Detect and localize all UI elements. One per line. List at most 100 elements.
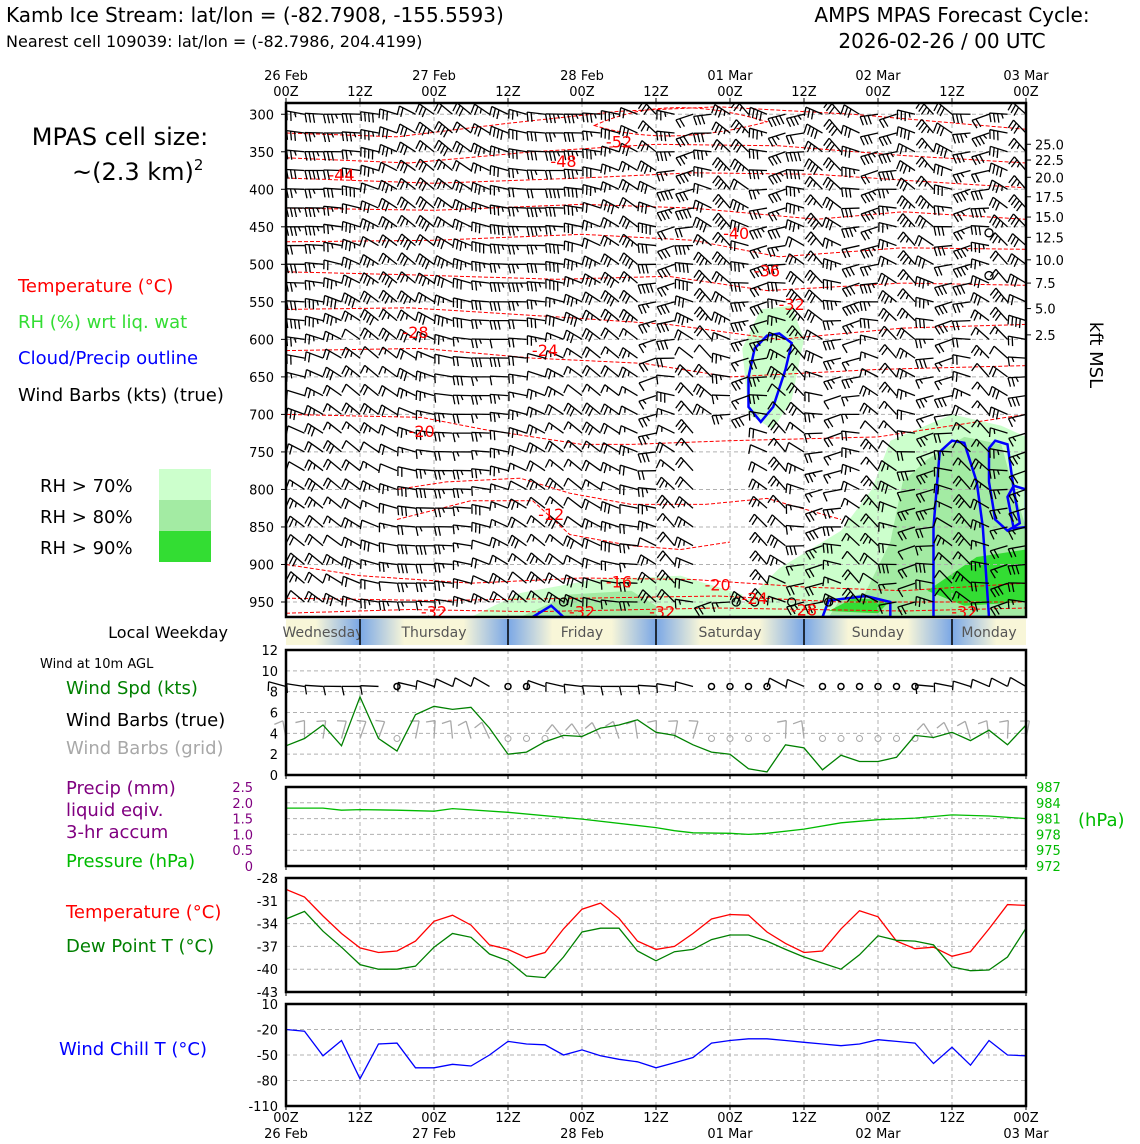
wind-barb-flag: [680, 193, 684, 201]
wind-barb: [472, 261, 490, 264]
wind-barb: [675, 263, 693, 265]
wind-barb-flag: [860, 403, 864, 411]
wind-barb-flag: [814, 201, 816, 205]
wind-barb-flag: [900, 272, 906, 279]
wind-barb-flag: [550, 226, 551, 235]
wind-barb-flag: [772, 118, 776, 126]
wind-barb-flag: [675, 212, 679, 220]
wind-barb-flag: [379, 347, 383, 355]
wind-barb-flag: [808, 216, 814, 223]
wind-barb-flag: [379, 109, 380, 118]
wind-barb-flag: [572, 170, 573, 179]
wind-barb: [786, 170, 804, 171]
bottom-hour-label: 12Z: [643, 1111, 669, 1126]
wind-barb-flag: [697, 367, 702, 375]
wind-barb-flag: [268, 128, 269, 137]
wind-barb-flag: [564, 187, 565, 196]
isotherm-label: -32: [951, 603, 977, 622]
wind-barb-flag: [546, 152, 548, 161]
wind-barb-flag: [975, 174, 979, 182]
wind-barb: [921, 176, 933, 189]
wind-barb-flag: [675, 497, 679, 505]
wind-barb-flag: [476, 281, 477, 290]
wind-barb-flag: [827, 260, 828, 269]
wind-barb-flag: [860, 268, 864, 276]
wind-barb-flag: [860, 319, 861, 328]
wind-barb-flag: [554, 299, 555, 304]
wind-barb-flag: [453, 278, 454, 287]
wind-barb-flag: [564, 205, 565, 214]
wind-barb-flag: [350, 132, 351, 141]
wind-barb: [453, 298, 471, 302]
wind-barb: [805, 392, 823, 396]
wind-barb-flag: [961, 249, 966, 257]
wind-barb-flag: [386, 130, 387, 139]
wind-barb-flag: [805, 195, 810, 202]
wind-barb-flag: [369, 427, 370, 432]
wind-barb-flag: [735, 382, 740, 390]
wind-barb-flag: [901, 128, 902, 137]
wind-barb-flag: [453, 357, 454, 366]
wind-barb-flag: [582, 347, 586, 355]
wind-barb: [472, 432, 490, 433]
wind-barb-flag: [291, 264, 293, 273]
wind-barb-flag: [974, 348, 979, 356]
wind-barb-flag: [531, 132, 532, 141]
wind-barb-flag: [916, 380, 920, 388]
wind-barb: [324, 278, 341, 283]
wind-barb-flag: [1000, 168, 1002, 177]
wind-barb-flag: [379, 405, 382, 414]
wind-barb-flag: [697, 291, 702, 298]
wind-barb-flag: [471, 163, 473, 172]
wind-barb-flag: [934, 227, 936, 236]
wind-barb-flag: [645, 205, 646, 214]
wind-barb-flag: [993, 272, 999, 279]
wind-barb-flag: [1016, 377, 1018, 381]
wind-barb-flag: [805, 177, 810, 185]
wind-barb-flag: [786, 484, 787, 493]
wind-barb-flag: [416, 273, 419, 282]
wind-barb-flag: [718, 109, 721, 118]
wind-barb-flag: [498, 226, 499, 235]
wind-barb: [454, 258, 471, 264]
wind-barb-flag: [494, 264, 496, 273]
wind-barb-flag: [975, 226, 976, 235]
wind-barb-flag: [570, 462, 571, 467]
wind-barb-flag: [385, 277, 389, 285]
wind-barb-flag: [823, 158, 828, 166]
wind-barb-flag: [623, 237, 627, 245]
wind-barb-flag: [657, 232, 662, 240]
wind-barb-flag: [309, 281, 310, 290]
wind-barb-flag: [401, 144, 404, 153]
wind-barb-flag: [798, 316, 800, 320]
wind-barb-flag: [604, 406, 608, 414]
wind-barb-flag: [382, 293, 386, 301]
wind-barb-flag: [498, 358, 500, 367]
wind-barb-flag: [679, 246, 681, 255]
wind-barb-flag: [848, 109, 851, 118]
wind-barb-flag: [792, 277, 796, 285]
wind-barb-flag: [291, 319, 292, 328]
wind-barb-flag: [328, 225, 329, 234]
station-title: Kamb Ice Stream: lat/lon = (-82.7908, -1…: [6, 3, 504, 27]
wind-barb-flag: [794, 205, 795, 214]
wind-barb-flag: [638, 685, 639, 694]
wind-barb: [934, 246, 952, 248]
wind-barb-flag: [268, 283, 270, 292]
wind-barb: [842, 339, 859, 345]
wind-barb-flag: [978, 385, 980, 389]
wind-barb-flag: [536, 577, 537, 582]
wind-barb-flag: [647, 721, 656, 723]
wind-barb-flag: [916, 196, 921, 204]
wind-barb-flag: [920, 379, 923, 383]
wind-barb-flag: [438, 181, 442, 189]
wind-barb-flag: [1012, 378, 1014, 387]
wind-barb-flag: [712, 122, 716, 130]
wind-barb-flag: [823, 342, 826, 351]
wind-barb-flag: [311, 483, 315, 491]
wind-barb-flag: [657, 570, 662, 578]
wind-barb-flag: [424, 583, 426, 588]
wind-barb-flag: [342, 114, 344, 123]
wind-barb-flag: [379, 162, 381, 171]
wind-barb-flag: [406, 220, 407, 225]
